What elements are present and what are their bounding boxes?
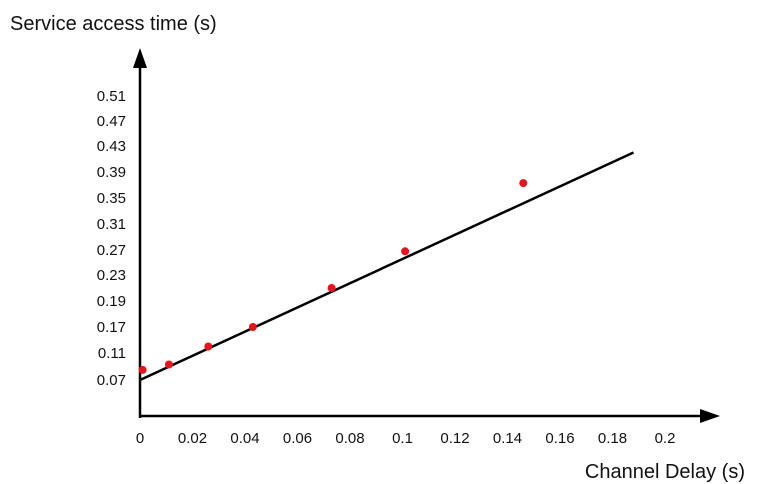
x-axis-title: Channel Delay (s) bbox=[585, 461, 745, 483]
y-tick-label: 0.39 bbox=[97, 164, 126, 181]
y-axis-title: Service access time (s) bbox=[10, 13, 217, 35]
x-tick-label: 0.2 bbox=[655, 430, 676, 447]
y-axis-arrowhead bbox=[133, 48, 147, 68]
data-point bbox=[164, 360, 173, 369]
y-tick-labels: 0.07 0.11 0.17 0.19 0.23 0.27 0.31 0.35 0.39 0.43… bbox=[97, 88, 126, 389]
data-point bbox=[204, 342, 213, 351]
data-point bbox=[327, 284, 336, 292]
data-point bbox=[401, 247, 410, 256]
x-tick-label: 0.1 bbox=[392, 430, 413, 447]
y-tick-label: 0.11 bbox=[98, 345, 126, 362]
y-tick-label: 0.07 bbox=[97, 372, 126, 389]
x-axis-arrowhead bbox=[700, 409, 720, 423]
trend-line bbox=[139, 151, 635, 382]
x-tick-label: 0.06 bbox=[283, 430, 312, 447]
x-tick-label: 0.04 bbox=[230, 430, 259, 447]
y-tick-label: 0.23 bbox=[97, 267, 126, 284]
y-tick-label: 0.51 bbox=[97, 88, 126, 105]
y-tick-label: 0.35 bbox=[97, 190, 126, 207]
x-tick-label: 0.16 bbox=[545, 430, 574, 447]
x-tick-label: 0.14 bbox=[493, 430, 522, 447]
y-tick-label: 0.47 bbox=[97, 113, 126, 130]
data-point bbox=[138, 365, 147, 374]
data-point bbox=[519, 179, 528, 188]
x-tick-label: 0.02 bbox=[178, 430, 207, 447]
y-tick-label: 0.17 bbox=[97, 319, 126, 336]
scatter-points-series bbox=[138, 179, 528, 374]
x-tick-label: 0.08 bbox=[335, 430, 364, 447]
y-tick-label: 0.31 bbox=[97, 216, 126, 233]
x-tick-label: 0.18 bbox=[598, 430, 627, 447]
trend-line-series bbox=[139, 151, 635, 382]
data-point bbox=[248, 323, 257, 331]
x-tick-label: 0.12 bbox=[440, 430, 469, 447]
y-tick-label: 0.43 bbox=[97, 138, 126, 155]
x-tick-label: 0 bbox=[136, 430, 144, 447]
y-tick-label: 0.19 bbox=[97, 293, 126, 310]
y-tick-label: 0.27 bbox=[97, 242, 126, 259]
x-tick-labels: 0 0.02 0.04 0.06 0.08 0.1 0.12 0.14 0.16 0.18 0.2 bbox=[136, 430, 676, 447]
